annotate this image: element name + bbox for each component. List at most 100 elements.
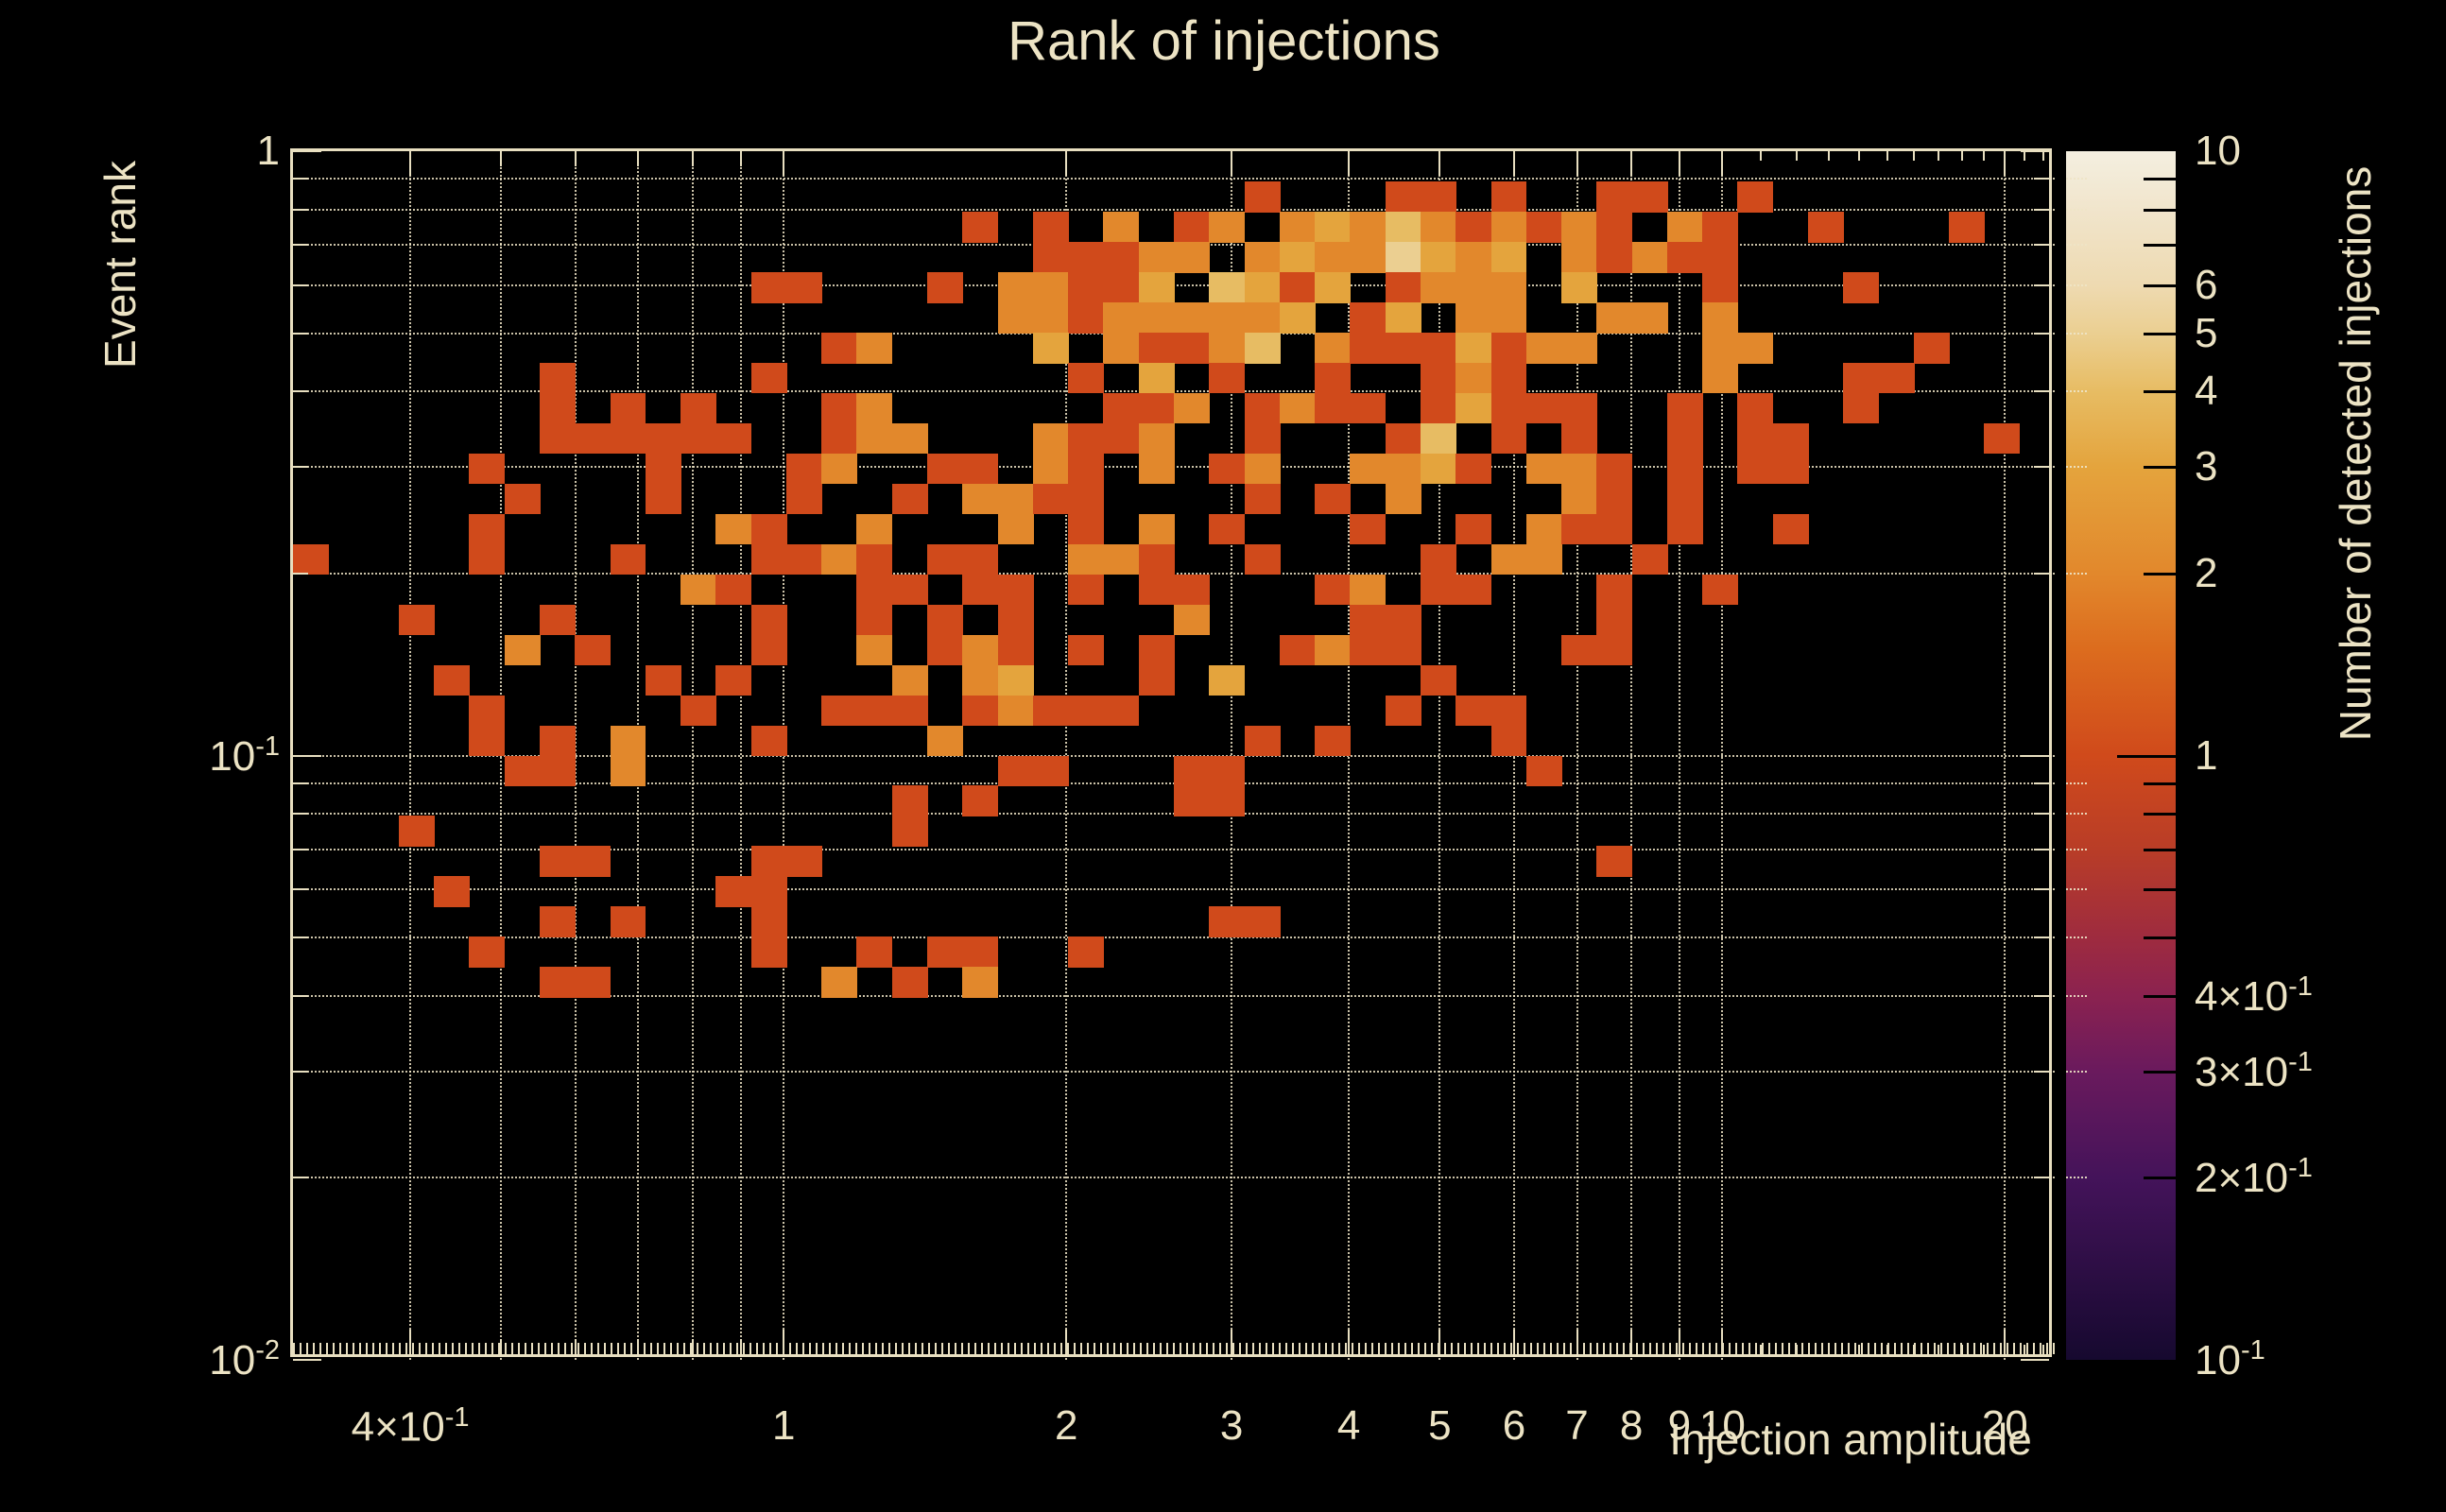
heatmap-cell: [1032, 211, 1069, 243]
heatmap-cell: [785, 543, 822, 576]
heatmap-cell: [504, 483, 541, 515]
heatmap-cell: [1420, 453, 1456, 485]
heatmap-cell: [1315, 211, 1352, 243]
heatmap-cell: [997, 604, 1034, 636]
x-tick: [500, 1339, 503, 1354]
x-minor-tick: [1760, 1345, 1763, 1354]
heatmap-cell: [645, 422, 681, 455]
colorbar-left-tick: [2066, 936, 2087, 938]
heatmap-cell: [1525, 332, 1562, 364]
heatmap-cell: [610, 543, 646, 576]
heatmap-cell: [1138, 241, 1175, 273]
heatmap-cell: [1420, 574, 1456, 606]
colorbar-left-tick: [2066, 1070, 2087, 1073]
heatmap-cell: [469, 725, 506, 757]
x-tick: [2004, 1330, 2007, 1354]
y-tick: [293, 936, 308, 938]
heatmap-cell: [1385, 695, 1421, 727]
heatmap-cell: [1068, 634, 1105, 666]
heatmap-cell: [1138, 634, 1175, 666]
heatmap-cell: [1279, 211, 1316, 243]
heatmap-cell: [750, 846, 787, 878]
heatmap-cell: [1138, 301, 1175, 334]
heatmap-cell: [1456, 241, 1492, 273]
heatmap-cell: [891, 785, 928, 817]
heatmap-cell: [1596, 634, 1633, 666]
x-tick: [1721, 1330, 1724, 1354]
heatmap-cell: [997, 634, 1034, 666]
heatmap-cell: [1068, 574, 1105, 606]
heatmap-cell: [1984, 422, 2021, 455]
x-minor-tick: [1858, 1345, 1861, 1354]
heatmap-cell: [962, 453, 999, 485]
heatmap-cell: [1843, 392, 1880, 424]
y-tick: [293, 390, 308, 393]
heatmap-cell: [997, 755, 1034, 787]
heatmap-cell: [1315, 271, 1352, 303]
heatmap-cell: [1420, 180, 1456, 213]
heatmap-cell: [680, 392, 717, 424]
heatmap-cell: [891, 422, 928, 455]
y-tick: [293, 178, 308, 180]
y-tick-mirror: [2034, 888, 2049, 891]
gridline-horizontal: [293, 888, 2055, 891]
x-tick-mirror: [1348, 151, 1351, 176]
heatmap-cell: [856, 604, 893, 636]
y-tick-mirror: [2034, 936, 2049, 938]
colorbar-tick-label: 3×10-1: [2195, 1047, 2313, 1095]
heatmap-cell: [1596, 574, 1633, 606]
heatmap-cell: [1032, 241, 1069, 273]
x-tick-mirror: [692, 151, 695, 166]
heatmap-cell: [1209, 362, 1246, 394]
heatmap-cell: [1350, 604, 1387, 636]
colorbar-inner-tick: [2144, 888, 2176, 892]
y-tick: [293, 1070, 308, 1073]
colorbar-inner-tick: [2144, 813, 2176, 816]
heatmap-cell: [1209, 906, 1246, 938]
heatmap-cell: [1385, 453, 1421, 485]
heatmap-cell: [469, 453, 506, 485]
x-minor-tick-mirror: [1795, 151, 1798, 161]
heatmap-cell: [1138, 362, 1175, 394]
colorbar-inner-tick: [2144, 1070, 2176, 1074]
heatmap-cell: [715, 422, 752, 455]
heatmap-cell: [927, 453, 963, 485]
heatmap-cell: [1350, 392, 1387, 424]
heatmap-cell: [1525, 211, 1562, 243]
heatmap-cell: [1209, 271, 1246, 303]
x-tick: [692, 1339, 695, 1354]
heatmap-cell: [785, 846, 822, 878]
heatmap-cell: [1244, 453, 1281, 485]
heatmap-cell: [997, 301, 1034, 334]
heatmap-cell: [1596, 846, 1633, 878]
heatmap-cell: [1032, 271, 1069, 303]
x-tick-mirror: [2004, 151, 2007, 176]
x-minor-tick-mirror: [1960, 151, 1963, 161]
heatmap-cell: [610, 906, 646, 938]
x-tick: [1231, 1330, 1233, 1354]
heatmap-cell: [856, 695, 893, 727]
heatmap-cell: [1138, 574, 1175, 606]
x-minor-tick-mirror: [1760, 151, 1763, 161]
heatmap-cell: [1490, 241, 1527, 273]
heatmap-cell: [575, 967, 612, 998]
heatmap-cell: [1385, 241, 1421, 273]
heatmap-cell: [856, 513, 893, 545]
colorbar-left-tick: [2066, 994, 2087, 997]
heatmap-cell: [1385, 483, 1421, 515]
heatmap-cell: [1174, 755, 1210, 787]
heatmap-cell: [1032, 483, 1069, 515]
x-tick: [1576, 1330, 1578, 1354]
heatmap-cell: [1702, 574, 1739, 606]
heatmap-cell: [1596, 241, 1633, 273]
heatmap-cell: [1385, 604, 1421, 636]
y-tick: [293, 150, 321, 152]
heatmap-cell: [856, 332, 893, 364]
heatmap-cell: [821, 332, 858, 364]
y-tick-mirror: [2034, 332, 2049, 335]
heatmap-cell: [1315, 392, 1352, 424]
heatmap-cell: [1068, 241, 1105, 273]
colorbar-inner-tick: [2144, 936, 2176, 939]
heatmap-cell: [1525, 392, 1562, 424]
heatmap-cell: [1561, 271, 1598, 303]
